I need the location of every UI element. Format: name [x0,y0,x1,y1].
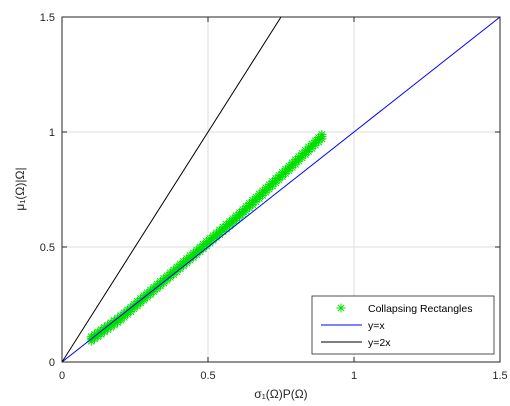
x-tick-label: 0.5 [200,370,215,382]
y-tick-label: 0.5 [40,242,55,254]
line-y-equals-2x [62,17,282,362]
y-axis-label: μ₁(Ω)|Ω| [13,167,27,210]
axes-box [61,16,501,363]
legend-label: y=2x [368,337,391,349]
data-layer [62,17,500,362]
y-tick-label: 1 [49,127,55,139]
y-tick-label: 1.5 [40,12,55,24]
marker-stroke [337,304,345,312]
legend-label: y=x [368,320,385,332]
marker-stroke [318,135,326,143]
x-axis-label: σ₁(Ω)P(Ω) [254,387,307,401]
legend: Collapsing Rectangles y=x y=2x [311,295,495,355]
line-y-equals-x [62,17,500,362]
x-tick-label: 0 [59,370,65,382]
tick-labels: 0 0.5 1 1.5 0 0.5 1 1.5 [40,12,508,382]
y-tick-label: 0 [49,357,55,369]
collapsing-rectangles-point [317,134,327,144]
x-tick-label: 1.5 [492,370,507,382]
legend-marker-collapsing-rectangles [336,303,346,313]
legend-label: Collapsing Rectangles [368,303,472,315]
x-tick-label: 1 [351,370,357,382]
